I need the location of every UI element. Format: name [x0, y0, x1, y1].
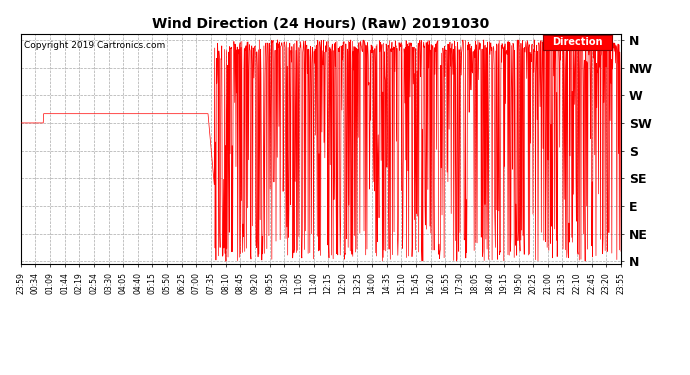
Title: Wind Direction (24 Hours) (Raw) 20191030: Wind Direction (24 Hours) (Raw) 20191030 — [152, 17, 489, 31]
Text: Copyright 2019 Cartronics.com: Copyright 2019 Cartronics.com — [23, 40, 165, 50]
